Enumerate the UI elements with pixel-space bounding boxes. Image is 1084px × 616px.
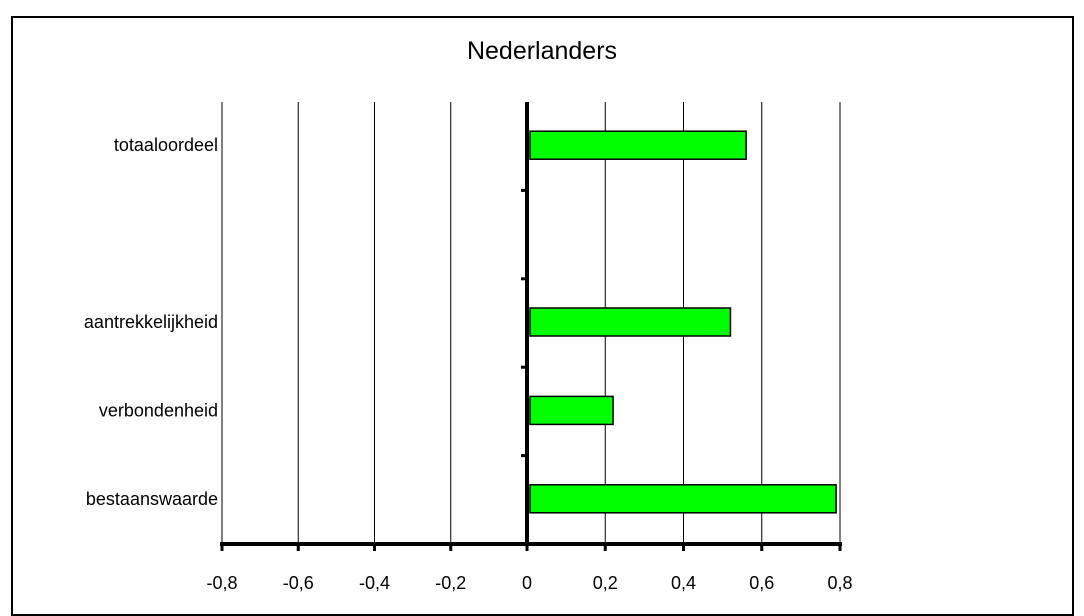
x-tick-label: 0,6 (749, 573, 774, 593)
x-tick-label: -0,2 (435, 573, 466, 593)
bar-aantrekkelijkheid (529, 307, 732, 337)
x-tick-label: 0 (522, 573, 532, 593)
category-label: totaaloordeel (114, 135, 218, 155)
x-tick-label: 0,8 (827, 573, 852, 593)
category-label: bestaanswaarde (86, 489, 218, 509)
x-tick-label: -0,8 (206, 573, 237, 593)
x-tick-label: -0,4 (359, 573, 390, 593)
bar-verbondenheid (529, 395, 614, 426)
category-label: verbondenheid (99, 400, 218, 420)
x-tick-label: -0,6 (283, 573, 314, 593)
chart-title: Nederlanders (466, 37, 618, 65)
bar-totaaloordeel (529, 130, 747, 160)
x-tick-label: 0,2 (593, 573, 618, 593)
category-label: aantrekkelijkheid (84, 312, 218, 332)
bars (529, 130, 837, 514)
bar-chart-plot: totaaloordeel aantrekkelijkheid verbondenh… (84, 102, 853, 593)
x-tick-label: 0,4 (671, 573, 696, 593)
labels: totaaloordeel aantrekkelijkheid verbondenh… (84, 135, 853, 593)
axes (220, 102, 842, 551)
bar-bestaanswaarde (529, 484, 837, 514)
